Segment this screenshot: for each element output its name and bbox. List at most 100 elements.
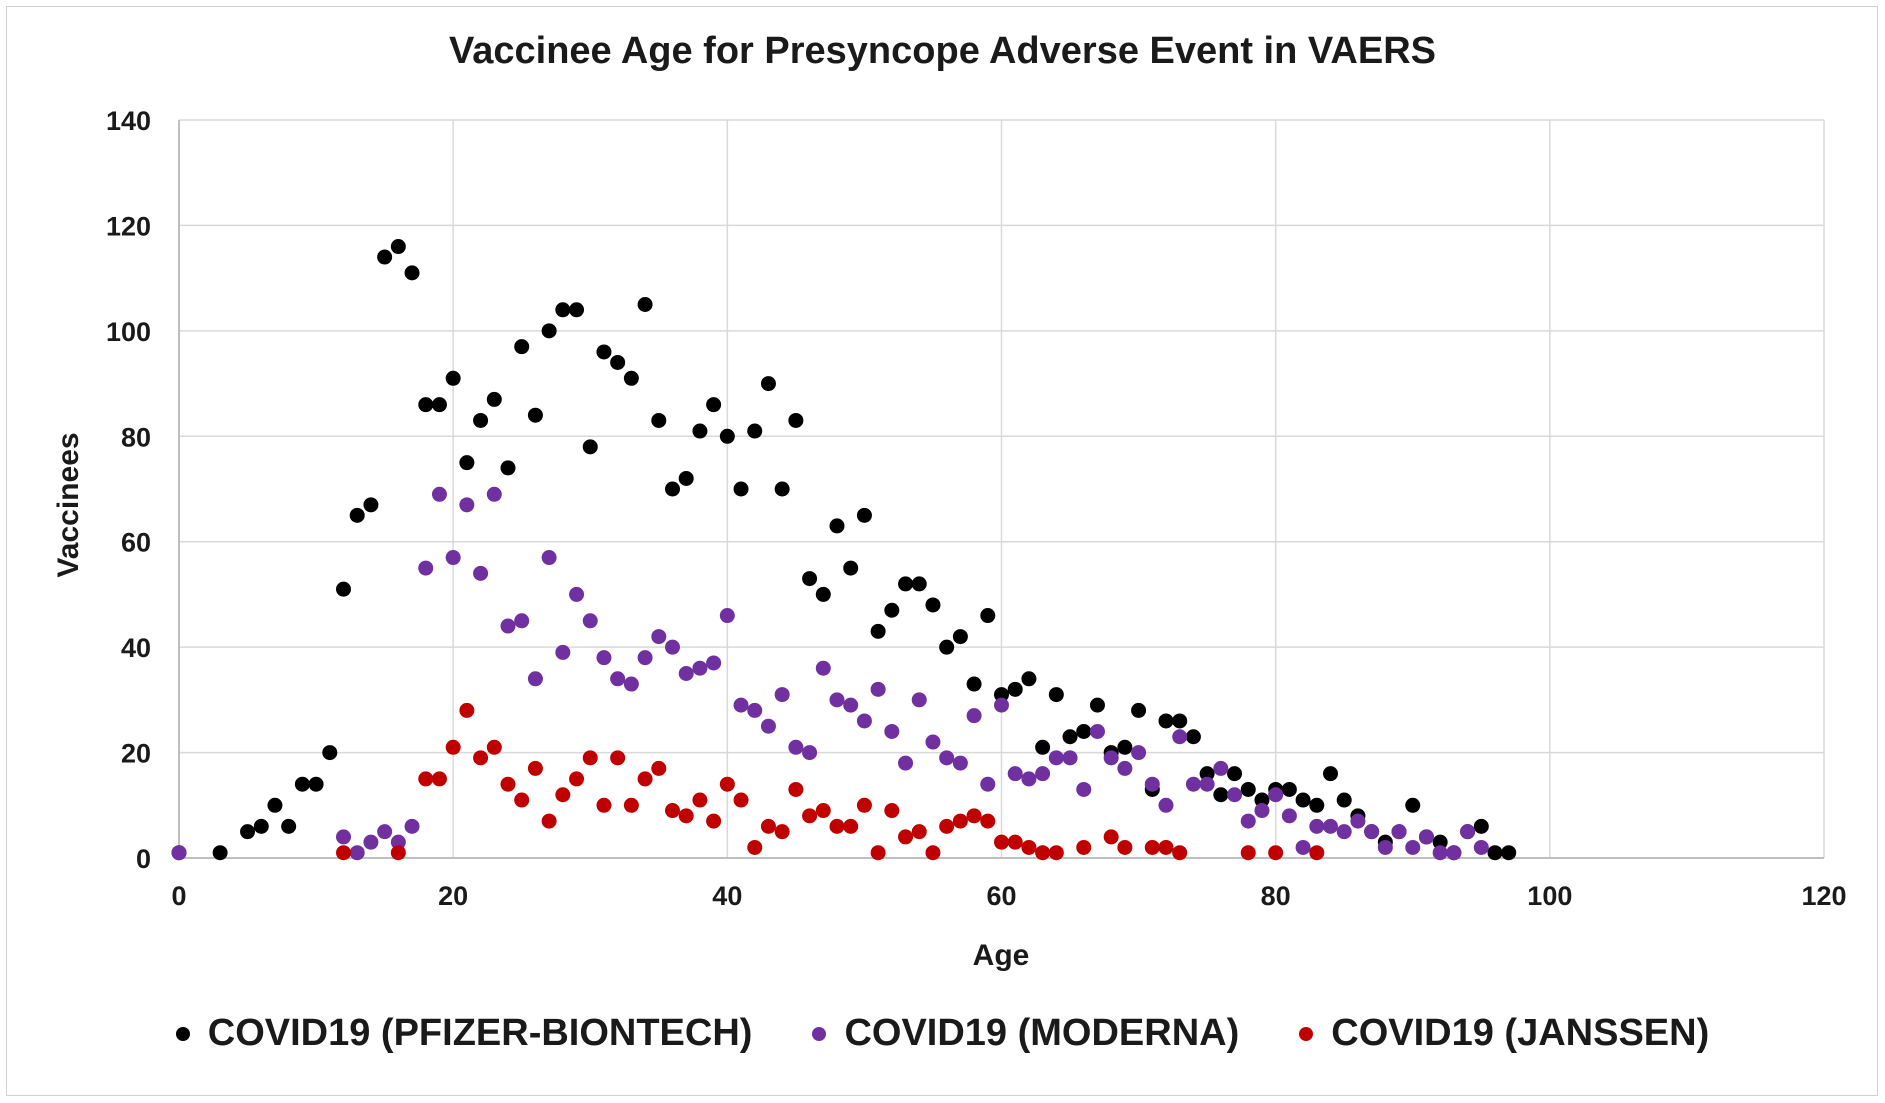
data-point-pfizer: [966, 676, 982, 692]
data-point-pfizer: [1076, 723, 1092, 739]
data-point-janssen: [569, 771, 585, 787]
data-point-pfizer: [267, 797, 283, 813]
legend-label-pfizer: COVID19 (PFIZER-BIONTECH): [207, 1012, 753, 1054]
data-point-pfizer: [363, 497, 379, 513]
data-point-moderna: [623, 676, 639, 692]
data-point-janssen: [596, 797, 612, 813]
data-point-moderna: [719, 608, 735, 624]
data-point-janssen: [1007, 834, 1023, 850]
data-point-pfizer: [760, 376, 776, 392]
data-point-moderna: [980, 776, 996, 792]
data-point-janssen: [692, 792, 708, 808]
data-point-pfizer: [1035, 739, 1051, 755]
data-point-moderna: [939, 750, 955, 766]
data-point-moderna: [1391, 824, 1407, 840]
data-point-pfizer: [1240, 781, 1256, 797]
data-point-moderna: [1281, 808, 1297, 824]
data-point-pfizer: [1131, 702, 1147, 718]
legend-item-janssen: COVID19 (JANSSEN): [1299, 1012, 1709, 1055]
data-point-janssen: [473, 750, 489, 766]
data-point-moderna: [1254, 803, 1270, 819]
data-point-pfizer: [1117, 739, 1133, 755]
data-point-pfizer: [1323, 766, 1338, 782]
data-point-pfizer: [445, 370, 461, 386]
data-point-moderna: [1103, 750, 1119, 766]
data-point-moderna: [1117, 760, 1133, 776]
legend-item-pfizer: COVID19 (PFIZER-BIONTECH): [175, 1012, 753, 1055]
data-point-pfizer: [898, 576, 914, 592]
data-point-pfizer: [870, 623, 886, 639]
y-tick-label: 40: [121, 633, 151, 663]
data-point-janssen: [856, 797, 872, 813]
data-point-moderna: [541, 550, 557, 566]
data-point-moderna: [884, 723, 900, 739]
data-point-pfizer: [569, 302, 585, 318]
data-point-moderna: [1432, 845, 1448, 861]
data-point-pfizer: [1048, 687, 1064, 703]
data-point-pfizer: [610, 354, 626, 370]
data-point-pfizer: [294, 776, 310, 792]
data-point-moderna: [1048, 750, 1064, 766]
data-point-moderna: [1089, 723, 1105, 739]
data-point-pfizer: [1281, 781, 1297, 797]
data-point-moderna: [1336, 824, 1352, 840]
data-point-moderna: [1158, 797, 1174, 813]
data-point-moderna: [1295, 839, 1311, 855]
y-tick-label: 0: [136, 844, 151, 874]
data-point-moderna: [692, 660, 708, 676]
data-point-janssen: [610, 750, 626, 766]
data-point-moderna: [1309, 818, 1325, 834]
data-point-janssen: [1035, 845, 1051, 861]
data-point-janssen: [486, 739, 502, 755]
data-point-pfizer: [651, 412, 667, 428]
data-point-moderna: [514, 613, 530, 629]
data-point-moderna: [1199, 776, 1215, 792]
data-point-pfizer: [678, 470, 694, 486]
data-point-moderna: [911, 692, 927, 708]
data-point-moderna: [404, 818, 420, 834]
data-point-moderna: [651, 629, 667, 645]
data-point-janssen: [665, 803, 680, 819]
data-point-pfizer: [322, 745, 338, 761]
data-point-moderna: [1364, 824, 1380, 840]
data-point-moderna: [390, 834, 406, 850]
data-point-pfizer: [486, 391, 502, 407]
x-tick-label: 60: [986, 881, 1016, 911]
data-point-moderna: [994, 697, 1009, 713]
data-point-moderna: [1172, 729, 1188, 745]
data-point-janssen: [925, 845, 941, 861]
data-point-pfizer: [596, 344, 612, 360]
data-point-pfizer: [212, 845, 228, 861]
data-point-janssen: [651, 760, 667, 776]
data-point-pfizer: [1487, 845, 1503, 861]
data-point-pfizer: [911, 576, 927, 592]
data-point-janssen: [760, 818, 776, 834]
data-point-janssen: [843, 818, 859, 834]
data-point-pfizer: [541, 323, 557, 339]
data-point-pfizer: [1227, 766, 1243, 782]
data-point-moderna: [1213, 760, 1229, 776]
data-point-janssen: [802, 808, 818, 824]
data-point-moderna: [1460, 824, 1476, 840]
data-point-moderna: [1323, 818, 1338, 834]
data-point-moderna: [1268, 787, 1284, 803]
data-point-janssen: [459, 702, 475, 718]
data-point-janssen: [1172, 845, 1188, 861]
data-point-pfizer: [719, 428, 735, 444]
data-point-moderna: [596, 650, 612, 666]
data-point-janssen: [980, 813, 996, 829]
data-point-janssen: [1144, 839, 1160, 855]
data-point-pfizer: [692, 423, 708, 439]
data-point-pfizer: [802, 571, 818, 587]
data-point-janssen: [514, 792, 530, 808]
data-point-pfizer: [1185, 729, 1201, 745]
data-point-moderna: [733, 697, 749, 713]
data-point-pfizer: [623, 370, 639, 386]
data-point-janssen: [1048, 845, 1064, 861]
data-point-pfizer: [1432, 834, 1448, 850]
data-point-pfizer: [253, 818, 269, 834]
data-point-janssen: [1103, 829, 1119, 845]
data-point-moderna: [473, 565, 489, 581]
axes: 0 20 40 60 80 100 120 140 0 20 40 60 80 100 120: [106, 106, 1847, 911]
